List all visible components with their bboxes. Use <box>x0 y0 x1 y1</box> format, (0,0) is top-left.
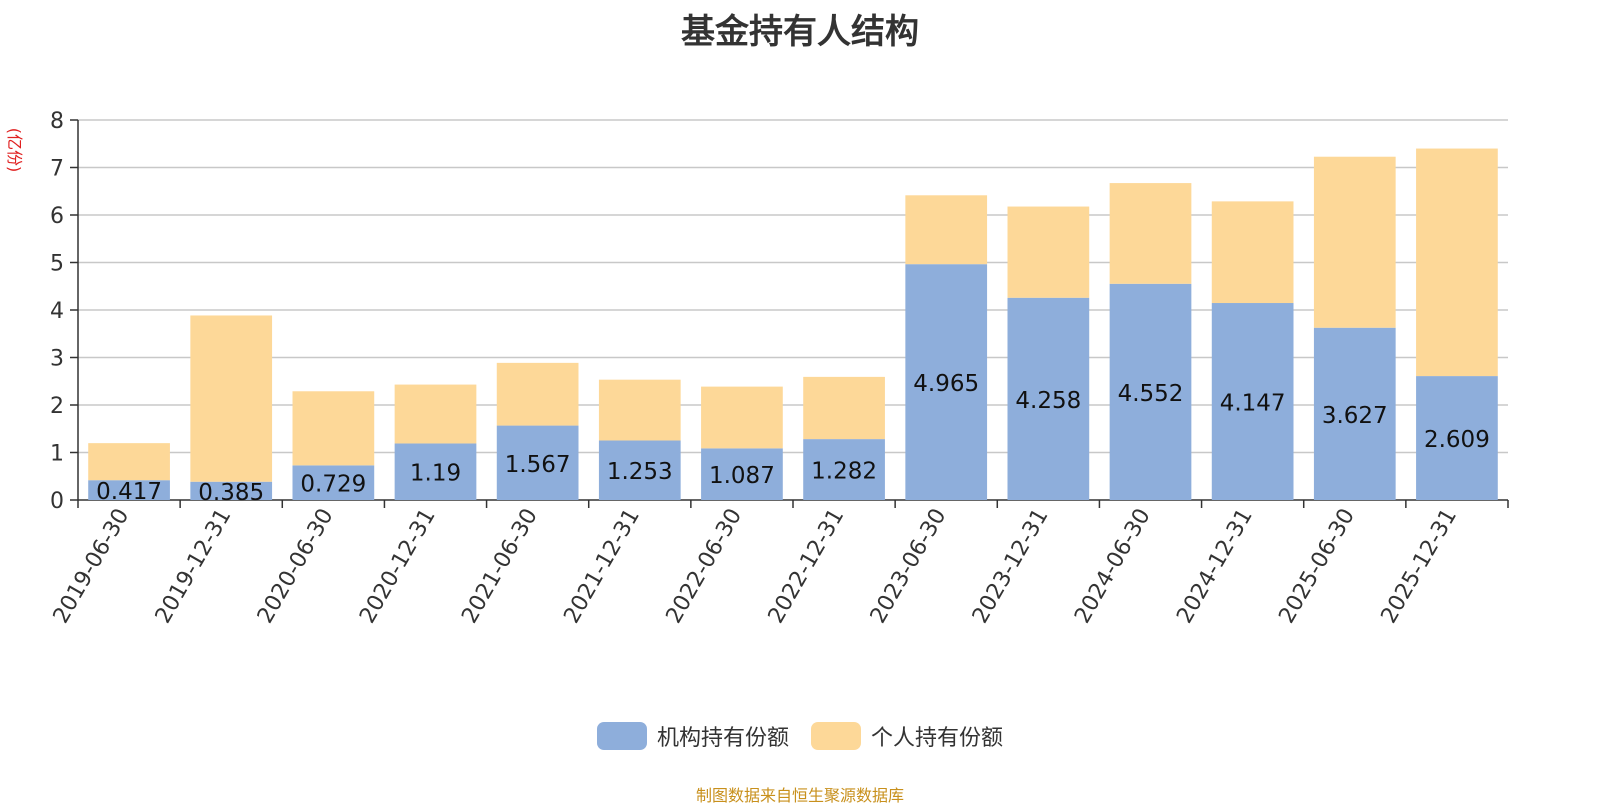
x-category-label: 2020-06-30 <box>253 505 339 628</box>
x-category-label: 2023-12-31 <box>968 505 1054 628</box>
bar-institutional[interactable] <box>88 480 170 500</box>
data-label-institutional: 4.147 <box>1220 391 1286 417</box>
legend-label-institutional: 机构持有份额 <box>656 726 789 751</box>
bar-institutional[interactable] <box>496 425 579 500</box>
data-label-institutional: 3.627 <box>1322 403 1388 429</box>
y-tick-label: 6 <box>50 204 64 229</box>
x-category-label: 2021-06-30 <box>457 505 543 628</box>
x-category-label: 2019-12-31 <box>151 505 237 628</box>
bar-institutional[interactable] <box>598 440 681 500</box>
bar-individual[interactable] <box>394 384 477 444</box>
x-category-label: 2024-06-30 <box>1070 505 1156 628</box>
y-tick-label: 5 <box>50 252 64 277</box>
bar-institutional[interactable] <box>292 465 375 500</box>
x-category-label: 2020-12-31 <box>355 505 441 628</box>
bar-institutional[interactable] <box>701 448 783 500</box>
bar-individual[interactable] <box>1109 183 1192 284</box>
data-label-institutional: 2.609 <box>1424 427 1490 453</box>
bar-institutional[interactable] <box>905 264 988 500</box>
bar-individual[interactable] <box>496 362 579 426</box>
y-tick-label: 8 <box>50 109 64 134</box>
bar-individual[interactable] <box>190 315 273 482</box>
legend-item-individual[interactable]: 个人持有份额 <box>811 720 1003 752</box>
legend-label-individual: 个人持有份额 <box>871 726 1004 751</box>
bar-institutional[interactable] <box>803 439 885 500</box>
data-label-institutional: 1.19 <box>410 461 461 487</box>
y-tick-label: 3 <box>50 347 64 372</box>
data-label-institutional: 0.417 <box>96 479 162 505</box>
bar-institutional[interactable] <box>1211 303 1294 500</box>
bar-individual[interactable] <box>701 386 783 449</box>
legend-swatch-institutional <box>596 722 647 750</box>
data-label-institutional: 1.567 <box>505 452 571 478</box>
stacked-bar-chart: 0 1 2 3 4 5 6 7 8 0.417 0.385 0.729 1.19 1.567 1.253 1.… <box>49 109 1509 628</box>
data-label-institutional: 0.729 <box>300 472 366 498</box>
y-tick-label: 7 <box>50 157 64 182</box>
y-tick-label: 1 <box>50 442 64 467</box>
bar-individual[interactable] <box>803 376 885 440</box>
y-tick-label: 2 <box>50 394 64 419</box>
data-label-institutional: 4.258 <box>1015 388 1081 414</box>
bar-individual[interactable] <box>1313 156 1396 328</box>
x-category-label: 2023-06-30 <box>866 505 952 628</box>
source-note: 制图数据来自恒生聚源数据库 <box>695 786 904 805</box>
bar-institutional[interactable] <box>1109 283 1192 500</box>
x-category-label: 2025-06-30 <box>1274 505 1360 628</box>
chart-title: 基金持有人结构 <box>681 12 919 52</box>
data-label-institutional: 4.965 <box>913 371 979 397</box>
data-label-institutional: 1.087 <box>709 463 775 489</box>
legend: 机构持有份额 个人持有份额 <box>0 720 1600 752</box>
bar-institutional[interactable] <box>394 443 477 500</box>
bar-individual[interactable] <box>292 391 375 466</box>
bar-individual[interactable] <box>905 195 988 265</box>
legend-item-institutional[interactable]: 机构持有份额 <box>596 720 789 752</box>
bar-institutional[interactable] <box>1313 327 1396 500</box>
data-label-institutional: 1.282 <box>811 459 877 485</box>
data-label-institutional: 4.552 <box>1118 381 1184 407</box>
x-category-label: 2022-12-31 <box>764 505 850 628</box>
bar-institutional[interactable] <box>190 481 273 500</box>
x-category-label: 2022-06-30 <box>662 505 748 628</box>
x-category-label: 2021-12-31 <box>559 505 645 628</box>
bar-individual[interactable] <box>1416 148 1498 377</box>
legend-swatch-individual <box>811 722 861 750</box>
bar-institutional[interactable] <box>1416 376 1498 500</box>
bar-institutional[interactable] <box>1007 297 1090 500</box>
x-category-label: 2025-12-31 <box>1377 505 1463 628</box>
y-tick-label: 4 <box>50 299 64 324</box>
bar-individual[interactable] <box>1007 206 1090 298</box>
bar-individual[interactable] <box>88 443 170 481</box>
x-category-label: 2024-12-31 <box>1172 505 1258 628</box>
data-label-institutional: 0.385 <box>198 480 264 506</box>
bar-individual[interactable] <box>598 379 681 441</box>
y-tick-label: 0 <box>50 489 64 514</box>
data-label-institutional: 1.253 <box>607 459 673 485</box>
x-category-label: 2019-06-30 <box>49 505 135 628</box>
bar-individual[interactable] <box>1211 201 1294 304</box>
